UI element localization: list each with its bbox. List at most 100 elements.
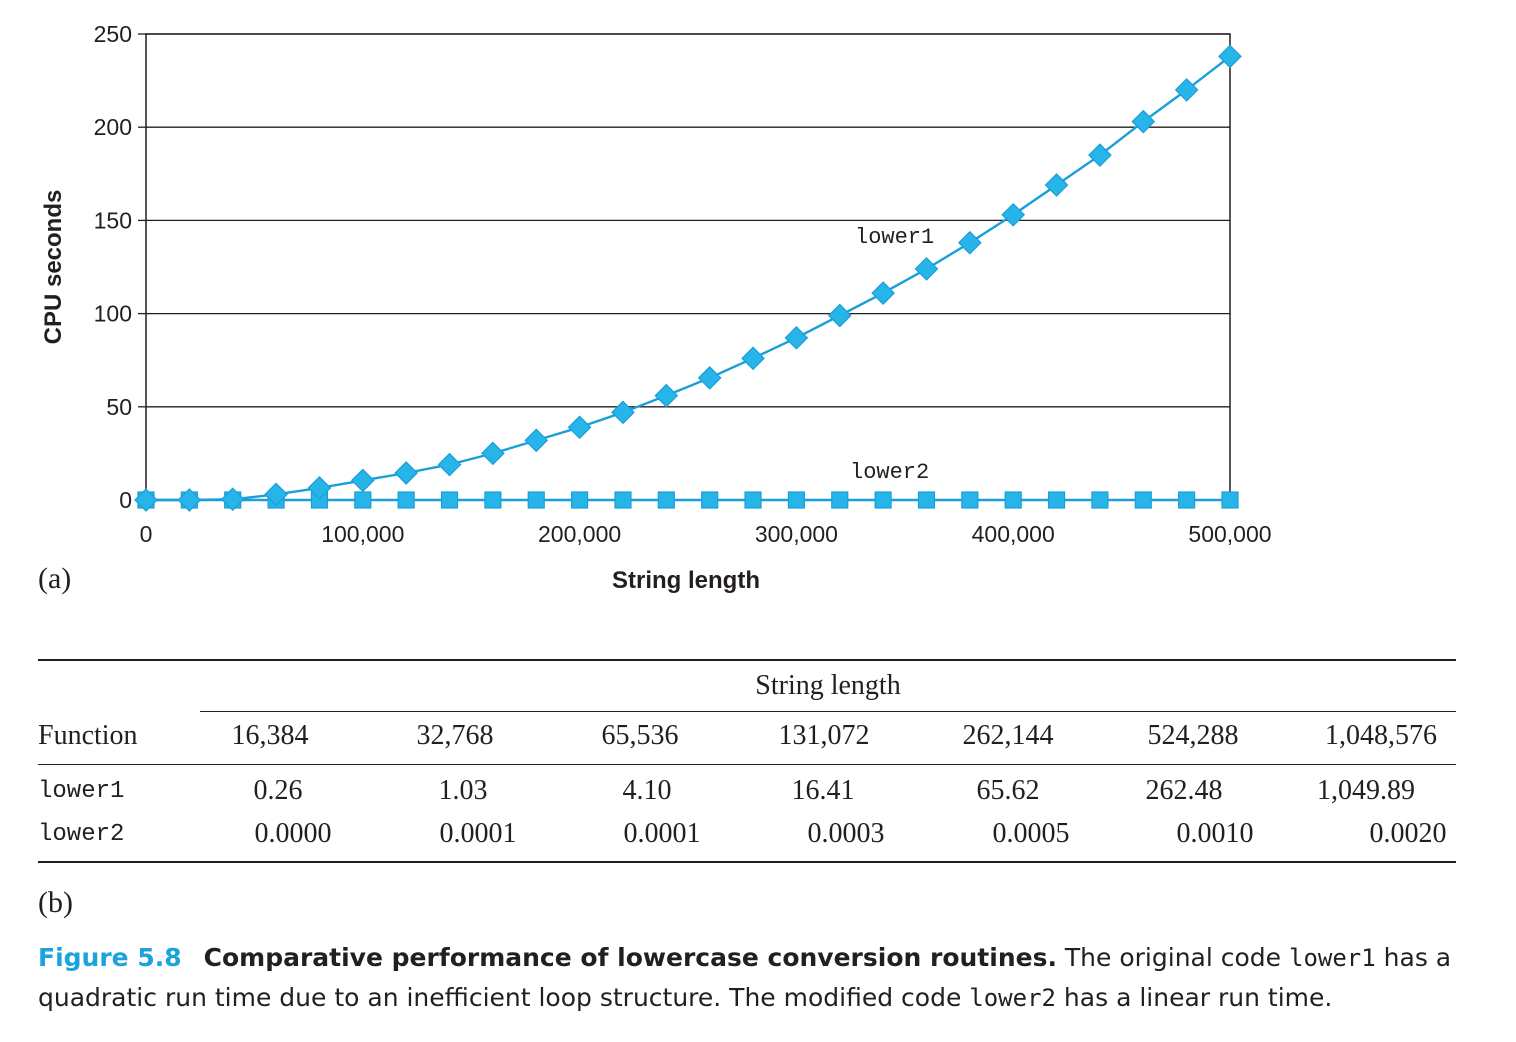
data-point-lower2	[701, 491, 719, 509]
table-header-rule	[38, 764, 1456, 765]
data-point-lower2	[917, 491, 936, 509]
data-point-lower2	[744, 491, 762, 509]
caption-code-lower1: lower1	[1289, 944, 1376, 972]
table-cell: 0.0001	[439, 818, 517, 849]
y-tick-label: 250	[94, 21, 132, 47]
caption-text-2: has a quadratic run time due to an ineff…	[38, 943, 1452, 1012]
table-cell: 0.26	[253, 775, 303, 806]
data-point-lower1	[1174, 78, 1199, 102]
data-point-lower2	[1091, 491, 1109, 509]
data-point-lower1	[611, 400, 635, 425]
caption-text-1: The original code	[1056, 943, 1289, 972]
column-header: 16,384	[231, 720, 309, 751]
data-point-lower1	[437, 452, 462, 477]
plot-area-frame	[145, 33, 1231, 501]
table-function-header: Function	[38, 720, 138, 751]
data-point-lower1	[741, 346, 765, 371]
x-tick-label: 400,000	[972, 521, 1055, 547]
x-axis-title: String length	[612, 567, 760, 594]
series-line-lower1	[146, 55, 1231, 502]
data-point-lower2	[831, 491, 849, 509]
x-axis-ticks: 0 100,000 200,000 300,000 400,000 500,000	[140, 500, 1272, 547]
figure-caption: Figure 5.8 Comparative performance of low…	[38, 938, 1488, 1018]
column-header: 131,072	[778, 720, 870, 751]
table-cell: 0.0000	[254, 818, 332, 849]
data-point-lower1	[1218, 44, 1242, 69]
table-cell: 1,049.89	[1317, 775, 1415, 806]
data-point-lower1	[957, 230, 982, 255]
data-point-lower2	[440, 491, 459, 509]
data-point-lower1	[1044, 173, 1069, 197]
column-header: 32,768	[416, 720, 494, 751]
y-axis-ticks: 0 50 100 150 200 250	[94, 21, 146, 513]
table-cell: 262.48	[1145, 775, 1223, 806]
data-point-lower1	[524, 428, 549, 453]
table-cell: 0.0020	[1369, 818, 1447, 849]
table-span-header: String length	[755, 670, 901, 701]
data-point-lower1	[697, 366, 722, 390]
series-label-lower2: lower2	[850, 460, 929, 485]
data-point-lower1	[134, 488, 158, 512]
y-axis-title: CPU seconds	[40, 190, 67, 345]
y-tick-label: 200	[94, 114, 132, 140]
data-point-lower1	[481, 441, 505, 466]
data-point-lower1	[1131, 109, 1156, 134]
table-cell: 0.0010	[1176, 818, 1254, 849]
data-point-lower2	[657, 491, 675, 509]
table-cell: 1.03	[438, 775, 488, 806]
chart: 0 50 100 150 200 250 0 100,000 200,000 300,000 40…	[40, 21, 1272, 594]
table-cell: 65.62	[976, 775, 1040, 806]
y-tick-label: 150	[94, 207, 132, 233]
series-label-lower1: lower1	[855, 225, 934, 250]
x-tick-label: 300,000	[755, 521, 838, 547]
data-point-lower1	[654, 383, 679, 408]
part-a-label: (a)	[38, 562, 72, 595]
table-cell: 16.41	[791, 775, 855, 806]
data-point-lower2	[570, 491, 589, 509]
data-point-lower2	[1047, 491, 1066, 509]
data-point-lower1	[220, 487, 245, 512]
caption-text-3: has a linear run time.	[1055, 983, 1333, 1012]
table-span-rule	[200, 711, 1456, 712]
row-function-name: lower2	[38, 821, 125, 848]
x-tick-label: 0	[140, 521, 153, 547]
data-point-lower1	[264, 482, 288, 507]
y-tick-label: 100	[94, 301, 132, 327]
data-point-lower1	[1001, 202, 1026, 227]
table-top-rule	[38, 659, 1456, 661]
data-point-lower2	[1178, 491, 1196, 509]
grid-lines	[146, 33, 1230, 501]
figure-number: Figure 5.8	[38, 943, 182, 972]
data-point-lower2	[1004, 491, 1022, 509]
table-bottom-rule	[38, 861, 1456, 863]
data-point-lower1	[350, 468, 375, 493]
column-header: 65,536	[601, 720, 679, 751]
caption-code-lower2: lower2	[969, 984, 1056, 1012]
data-point-lower1	[1088, 143, 1112, 168]
x-tick-label: 100,000	[321, 521, 404, 547]
data-point-lower1	[784, 325, 809, 350]
data-point-lower1	[827, 303, 852, 328]
data-point-lower1	[394, 461, 419, 485]
table-cell: 0.0001	[623, 818, 701, 849]
data-point-lower2	[354, 491, 372, 509]
data-point-lower2	[614, 491, 632, 509]
data-point-lower2	[1134, 491, 1152, 509]
column-header: 1,048,576	[1325, 720, 1437, 751]
data-point-lower2	[527, 491, 545, 509]
data-point-lower2	[961, 491, 979, 509]
data-point-lower1	[177, 488, 202, 512]
data-point-lower1	[567, 415, 592, 440]
data-point-lower2	[787, 491, 806, 509]
part-b-label: (b)	[38, 886, 73, 919]
table-cell: 0.0005	[992, 818, 1070, 849]
column-header: 524,288	[1147, 720, 1239, 751]
data-point-lower2	[397, 491, 415, 509]
data-point-lower2	[874, 491, 892, 509]
column-header: 262,144	[962, 720, 1054, 751]
table-cell: 4.10	[622, 775, 672, 806]
x-tick-label: 500,000	[1188, 521, 1271, 547]
data-point-lower2	[1221, 491, 1239, 509]
figure-title: Comparative performance of lowercase con…	[203, 943, 1057, 972]
row-function-name: lower1	[38, 778, 125, 805]
